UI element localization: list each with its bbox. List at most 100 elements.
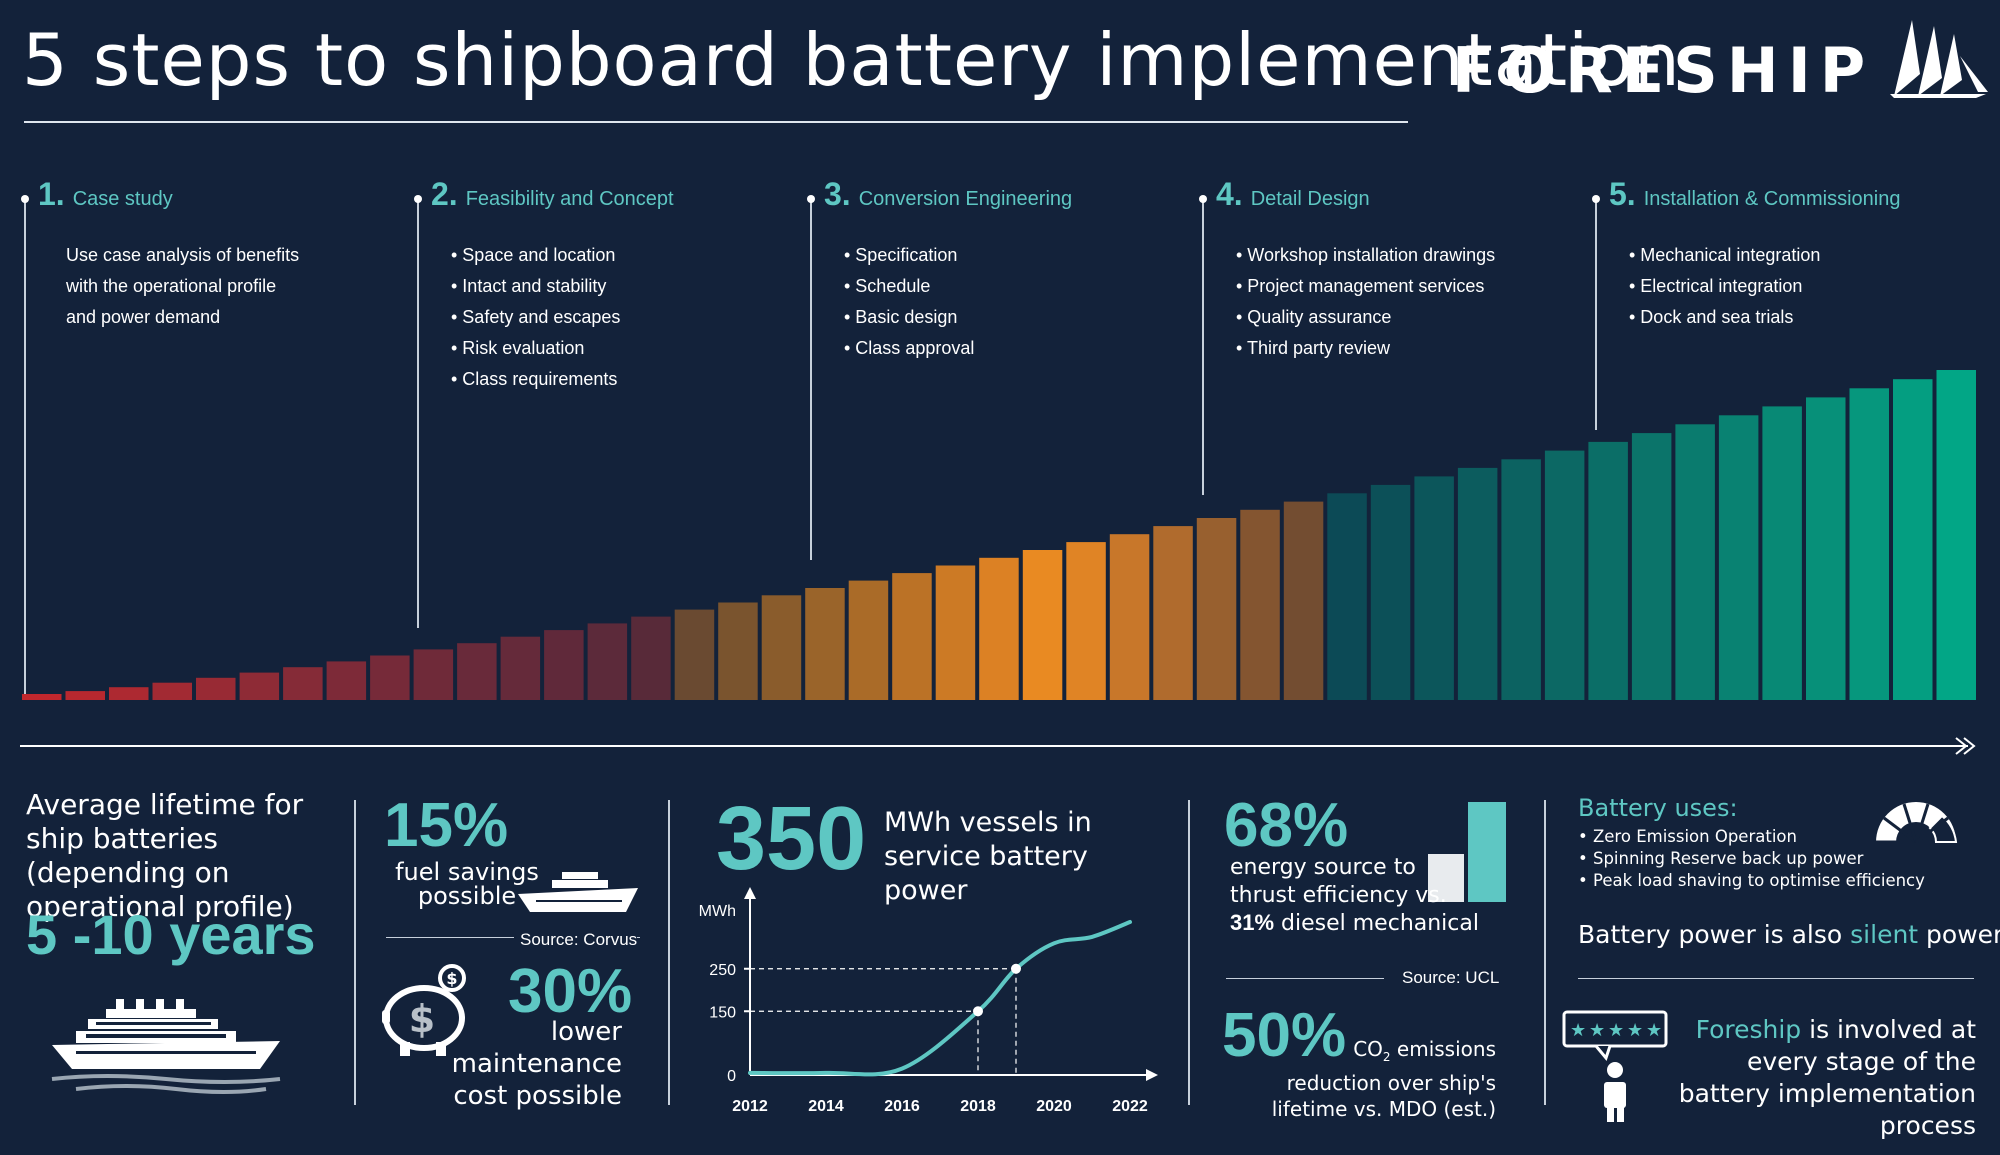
svg-text:★: ★: [1570, 1020, 1586, 1041]
progress-bar: [544, 630, 584, 700]
battery-use-item: • Peak load shaving to optimise efficien…: [1578, 871, 1925, 890]
mwh-value: 350: [716, 789, 867, 889]
timeline-arrow: [20, 737, 1976, 755]
step-4-connector: [1202, 196, 1204, 495]
step-3-heading: 3. Conversion Engineering: [824, 176, 1072, 213]
chart-y-axis-arrow: [744, 887, 756, 899]
progress-bar: [1240, 509, 1280, 700]
chart-x-tick-label: 2020: [1036, 1098, 1072, 1115]
chart-data-point: [973, 1006, 983, 1017]
step-number: 5.: [1609, 176, 1636, 212]
step-3-connector: [810, 196, 812, 560]
brand-logo-text: FORESHIP: [1452, 34, 1875, 107]
uses-rule: [1578, 978, 1974, 979]
step-detail-line: • Space and location: [451, 245, 616, 265]
silent-highlight: silent: [1850, 920, 1919, 949]
step-detail-line: and power demand: [66, 307, 221, 327]
chart-y-tick-label: 0: [727, 1068, 736, 1085]
step-2-details: • Space and location • Intact and stabili…: [451, 240, 620, 395]
step-detail-line: • Specification: [844, 245, 958, 265]
progress-bar: [1936, 370, 1976, 700]
step-detail-line: • Class approval: [844, 338, 975, 358]
step-2-connector: [417, 196, 419, 628]
step-detail-line: • Dock and sea trials: [1629, 307, 1794, 327]
fuel-source: Source: Corvus: [514, 930, 638, 950]
diesel-text: diesel mechanical: [1274, 911, 1479, 936]
co2-value: 50%: [1222, 1001, 1347, 1070]
chart-y-tick-label: 150: [709, 1004, 736, 1021]
step-detail-line: • Project management services: [1236, 276, 1485, 296]
progress-bar: [1414, 476, 1454, 700]
progress-bar: [109, 687, 149, 700]
lifetime-text: Average lifetime for ship batteries (dep…: [26, 788, 304, 923]
progress-bar: [1718, 415, 1759, 700]
progress-bar: [1631, 433, 1672, 700]
cruise-ship-small-icon: [518, 872, 638, 912]
chart-x-tick-label: 2012: [732, 1098, 768, 1115]
progress-bar: [1283, 501, 1324, 700]
progress-bar: [1153, 526, 1193, 700]
step-detail-line: Use case analysis of benefits: [66, 245, 300, 265]
chart-x-axis-arrow: [1146, 1069, 1158, 1081]
step-number: 2.: [431, 176, 458, 212]
step-1-heading: 1. Case study: [38, 176, 173, 213]
step-detail-line: • Quality assurance: [1236, 307, 1392, 327]
step-number: 1.: [38, 176, 65, 212]
step-number: 4.: [1216, 176, 1243, 212]
stats-separator-2: [668, 800, 670, 1105]
step-5-heading: 5. Installation & Commissioning: [1609, 176, 1900, 213]
step-1-details: Use case analysis of benefits with the op…: [66, 240, 299, 333]
progress-bar: [674, 609, 715, 700]
step-3-dot: [807, 195, 815, 203]
progress-bar: [587, 623, 628, 700]
progress-bar: [1109, 534, 1150, 700]
progress-bar: [326, 661, 367, 700]
progress-bar: [1675, 424, 1715, 700]
step-title: Installation & Commissioning: [1643, 188, 1901, 210]
step-4-heading: 4. Detail Design: [1216, 176, 1370, 213]
progress-bar: [979, 557, 1019, 700]
maintenance-label: lower maintenance cost possible: [451, 1017, 622, 1111]
progress-bar: [152, 682, 192, 700]
efficiency-bar-icon: [1428, 802, 1506, 902]
progress-bar: [631, 616, 671, 700]
page-title: 5 steps to shipboard battery implementat…: [22, 18, 1681, 102]
lifetime-value: 5 -10 years: [26, 903, 316, 966]
chart-series-line: [748, 920, 1132, 1077]
step-title: Case study: [72, 188, 173, 210]
silent-power-text: Battery power is also silent power: [1578, 920, 2000, 949]
step-title: Feasibility and Concept: [465, 188, 674, 210]
progress-bar: [283, 667, 323, 700]
chart-x-tick-label: 2016: [884, 1098, 920, 1115]
progress-bar: [1588, 441, 1628, 700]
svg-text:★: ★: [1589, 1020, 1605, 1041]
step-detail-line: • Mechanical integration: [1629, 245, 1821, 265]
progress-bar: [1457, 467, 1498, 700]
progress-bar: [1806, 397, 1846, 700]
cruise-ship-icon: [51, 999, 281, 1094]
maintenance-value: 30%: [508, 957, 633, 1026]
step-detail-line: • Electrical integration: [1629, 276, 1803, 296]
step-detail-line: • Third party review: [1236, 338, 1391, 358]
battery-uses-title: Battery uses:: [1578, 794, 1738, 822]
fuel-source-rule: [386, 937, 640, 938]
step-2-dot: [414, 195, 422, 203]
step-detail-line: • Safety and escapes: [451, 307, 621, 327]
progress-bar: [1544, 450, 1585, 700]
progress-bar: [500, 636, 541, 700]
svg-text:$: $: [446, 969, 457, 988]
ucl-source: Source: UCL: [1402, 968, 1500, 987]
progress-bar: [413, 649, 454, 700]
step-1-dot: [21, 195, 29, 203]
progress-bar: [1370, 484, 1411, 700]
step-title: Conversion Engineering: [858, 188, 1073, 210]
step-3-details: • Specification • Schedule • Basic design •…: [844, 240, 974, 364]
step-detail-line: • Schedule: [844, 276, 931, 296]
step-5-details: • Mechanical integration • Electrical int…: [1629, 240, 1820, 333]
step-4-dot: [1199, 195, 1207, 203]
progress-bar: [457, 643, 497, 700]
progress-bar: [1501, 459, 1541, 700]
foreship-involved-text: Foreship is involved at every stage of t…: [1676, 1014, 1976, 1142]
diesel-value: 31%: [1230, 910, 1275, 935]
involved-highlight: Foreship: [1695, 1015, 1802, 1044]
